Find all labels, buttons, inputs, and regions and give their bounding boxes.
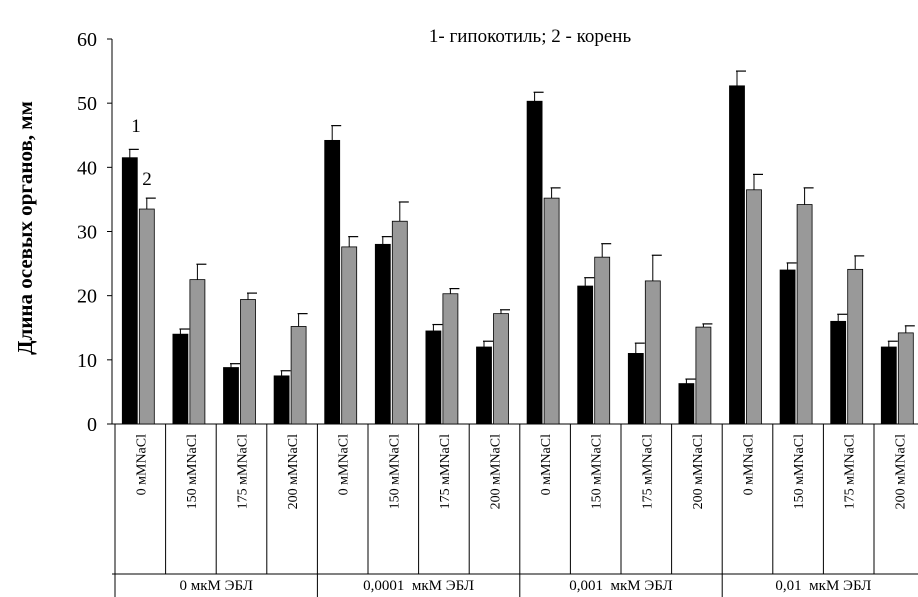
category-label: 0 мМNaCl [539, 434, 554, 495]
category-label: 0 мМNaCl [742, 434, 757, 495]
bar-series-1 [779, 269, 796, 425]
y-tick-label: 40 [77, 157, 97, 179]
category-label: 200 мМNaCl [893, 434, 908, 509]
y-axis-label: Длина осевых органов, мм [13, 101, 37, 355]
category-label: 200 мМNaCl [489, 434, 504, 509]
group-label: 0,01 мкМ ЭБЛ [775, 578, 871, 594]
bar-series-1 [678, 383, 695, 425]
bar-series-1 [476, 346, 492, 425]
category-label: 175 мМNaCl [640, 434, 655, 509]
y-tick-label: 20 [77, 286, 97, 308]
bar-series-2 [493, 313, 509, 425]
bar-series-2 [391, 220, 408, 425]
bar-series-2 [746, 189, 762, 425]
category-label: 200 мМNaCl [691, 434, 706, 509]
y-tick-label: 30 [77, 222, 97, 244]
bar-series-2 [543, 197, 560, 425]
group-label: 0 мкМ ЭБЛ [179, 578, 252, 594]
bar-series-2 [442, 293, 459, 425]
bar-series-1 [121, 157, 138, 425]
category-label: 150 мМNaCl [590, 434, 605, 509]
y-tick-label: 60 [77, 29, 97, 51]
bar-series-1 [577, 285, 594, 425]
group-label: 0,001 мкМ ЭБЛ [569, 578, 672, 594]
bar-series-1 [729, 85, 745, 425]
category-label: 175 мМNaCl [236, 434, 251, 509]
category-label: 175 мМNaCl [843, 434, 858, 509]
bar-series-2 [796, 204, 813, 425]
bar-series-2 [240, 299, 256, 425]
bar-series-2 [644, 280, 661, 425]
bar-series-2 [189, 279, 206, 425]
bar-series-2 [138, 208, 155, 425]
plot-area: 0 10 20 30 40 50 60 0 мМNaCl 150 мМNaCl 175 мМNaC… [77, 29, 918, 597]
series-1-annotation: 1 [131, 116, 141, 137]
group-label: 0,0001 мкМ ЭБЛ [363, 578, 474, 594]
category-label: 0 мМNaCl [337, 434, 352, 495]
bar-series-2 [847, 268, 864, 425]
category-label: 200 мМNaCl [286, 434, 301, 509]
bar-series-1 [627, 353, 644, 425]
bar-series-1 [273, 375, 290, 425]
y-tick-label: 50 [77, 93, 97, 115]
bar-series-2 [594, 256, 611, 425]
bar-series-1 [324, 139, 341, 425]
chart-title: 1- гипокотиль; 2 - корень [429, 26, 632, 47]
bar-series-2 [695, 326, 712, 425]
bar-series-1 [880, 346, 897, 425]
y-tick-label: 10 [77, 350, 97, 372]
bar-series-2 [290, 326, 307, 425]
bar-series-1 [830, 320, 847, 425]
y-tick-label: 0 [87, 414, 97, 436]
category-label: 175 мМNaCl [438, 434, 453, 509]
category-label: 150 мМNaCl [185, 434, 200, 509]
category-label: 150 мМNaCl [387, 434, 402, 509]
bar-series-1 [526, 100, 543, 425]
bar-series-1 [172, 333, 189, 425]
bar-series-1 [374, 243, 391, 425]
series-2-annotation: 2 [142, 169, 152, 190]
bar-series-2 [341, 246, 358, 425]
bar-series-1 [223, 367, 239, 425]
category-label: 0 мМNaCl [134, 434, 149, 495]
category-label: 150 мМNaCl [792, 434, 807, 509]
bar-series-2 [897, 332, 914, 425]
bar-series-1 [425, 330, 442, 425]
